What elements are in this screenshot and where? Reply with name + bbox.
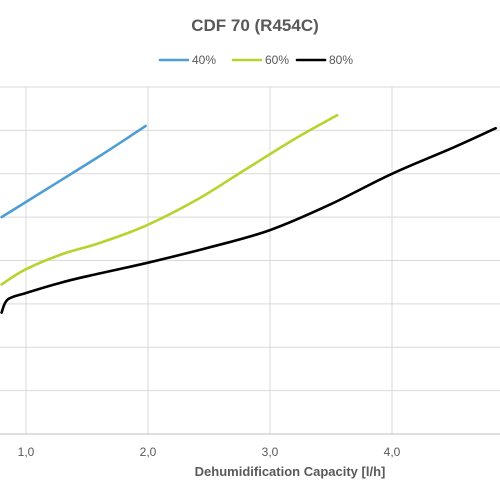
grid (0, 86, 500, 435)
chart-title: CDF 70 (R454C) (191, 16, 319, 35)
series-line-40-percent (0, 124, 147, 219)
legend-label-80-percent: 80% (329, 53, 353, 67)
x-axis-label: Dehumidification Capacity [l/h] (195, 464, 386, 479)
x-tick-label: 3,0 (262, 445, 279, 459)
x-tick-label: 1,0 (18, 445, 35, 459)
series-line-60-percent (0, 113, 339, 286)
series-line-80-percent (0, 126, 497, 314)
legend-label-60-percent: 60% (265, 53, 289, 67)
x-tick-label: 4,0 (384, 445, 401, 459)
legend-label-40-percent: 40% (192, 53, 216, 67)
series-lines (0, 113, 497, 314)
x-tick-label: 2,0 (140, 445, 157, 459)
x-tick-labels: 1,0 2,0 3,0 4,0 (18, 445, 401, 459)
legend: 40% 60% 80% (158, 53, 353, 67)
